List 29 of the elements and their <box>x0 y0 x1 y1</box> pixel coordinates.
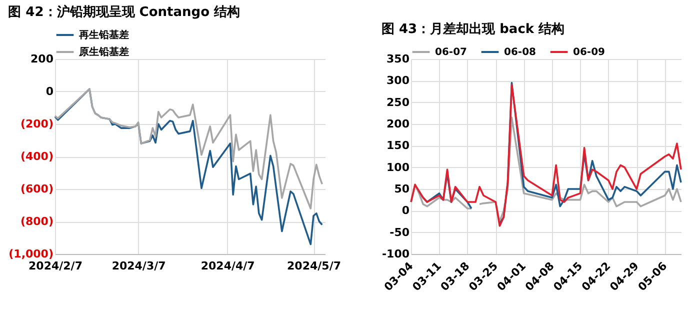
legend-label: 再生铅基差 <box>78 29 129 41</box>
y-tick-label: -50 <box>390 226 410 239</box>
legend-label: 06-07 <box>435 47 468 58</box>
y-tick-label: (400) <box>20 150 54 163</box>
y-tick-label: 300 <box>386 74 410 88</box>
y-tick-label: (1,000) <box>8 248 54 260</box>
y-tick-label: 50 <box>394 182 410 196</box>
legend-label: 原生铅基差 <box>78 46 129 58</box>
y-tick-label: 350 <box>386 52 410 66</box>
line-series <box>54 88 324 210</box>
y-tick-label: (200) <box>20 118 54 130</box>
y-tick-label: 150 <box>386 139 410 152</box>
y-tick-label: 200 <box>386 118 410 130</box>
chart-title: 图 43：月差却出现 back 结构 <box>381 22 565 37</box>
y-tick-label: 0 <box>402 204 410 218</box>
x-tick-label: 2024/3/7 <box>112 260 166 272</box>
x-tick-label: 2024/5/7 <box>287 260 341 272</box>
legend-label: 06-08 <box>504 47 536 58</box>
y-tick-label: 100 <box>386 160 410 174</box>
x-tick-label: 2024/4/7 <box>200 260 255 272</box>
x-tick-label: 2024/2/7 <box>28 260 82 272</box>
chart-title: 图 42：沪铅期现呈现 Contango 结构 <box>8 4 240 20</box>
y-tick-label: 200 <box>30 52 54 66</box>
y-tick-label: 0 <box>46 85 54 98</box>
y-tick-label: (800) <box>20 215 54 228</box>
y-tick-label: 250 <box>386 96 410 109</box>
y-tick-label: -100 <box>382 248 410 260</box>
y-tick-label: (600) <box>20 182 54 196</box>
legend-label: 06-09 <box>573 47 606 58</box>
